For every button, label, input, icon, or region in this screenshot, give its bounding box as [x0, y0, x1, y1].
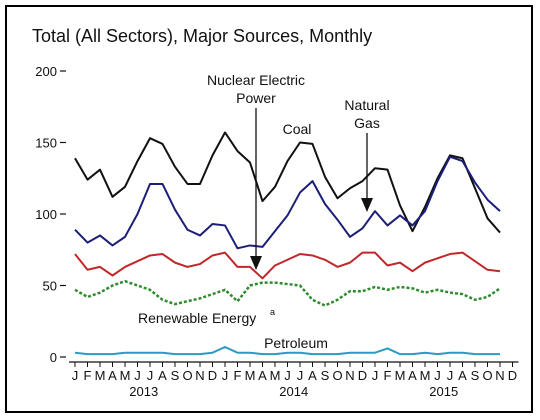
- y-tick-label: 200: [35, 64, 57, 79]
- x-month-label: S: [471, 368, 480, 383]
- x-month-label: N: [495, 368, 504, 383]
- x-month-label: O: [482, 368, 492, 383]
- x-month-label: M: [395, 368, 406, 383]
- series-line-coal: [74, 131, 501, 234]
- renewable-footnote-mark: a: [270, 307, 275, 317]
- x-month-label: F: [84, 368, 92, 383]
- x-year-label: 2014: [279, 384, 308, 399]
- y-tick-label: 0: [50, 350, 57, 365]
- x-month-label: M: [270, 368, 281, 383]
- x-month-label: J: [372, 368, 379, 383]
- gas-label-line2: Gas: [354, 115, 380, 131]
- x-month-label: J: [297, 368, 304, 383]
- y-tick-label: 150: [35, 136, 57, 151]
- x-month-label: S: [321, 368, 330, 383]
- x-month-label: A: [108, 368, 117, 383]
- y-axis: 0 50 100 150 200: [35, 64, 66, 365]
- series-line-renewable-energy: [74, 279, 501, 307]
- annotation-renewable: Renewable Energy a: [138, 307, 275, 326]
- x-month-label: A: [458, 368, 467, 383]
- x-month-label: A: [308, 368, 317, 383]
- series-line-natural-gas: [74, 155, 501, 250]
- coal-label: Coal: [283, 121, 312, 137]
- gas-label-line1: Natural: [344, 97, 389, 113]
- x-month-label: F: [384, 368, 392, 383]
- x-month-label: M: [120, 368, 131, 383]
- x-month-label: A: [258, 368, 267, 383]
- chart-title: Total (All Sectors), Major Sources, Mont…: [32, 26, 372, 46]
- x-month-label: J: [434, 368, 441, 383]
- x-month-label: J: [134, 368, 141, 383]
- x-month-label: M: [245, 368, 256, 383]
- series-lines: [74, 131, 501, 356]
- x-month-label: O: [332, 368, 342, 383]
- gas-arrow-head: [361, 198, 373, 212]
- x-month-label: D: [508, 368, 517, 383]
- y-tick-label: 100: [35, 207, 57, 222]
- annotation-gas: Natural Gas: [344, 97, 390, 212]
- x-month-label: D: [358, 368, 367, 383]
- x-month-label: J: [284, 368, 291, 383]
- series-line-nuclear-electric-power: [74, 251, 501, 280]
- x-month-label: J: [447, 368, 454, 383]
- renewable-label: Renewable Energy: [138, 310, 256, 326]
- x-axis: J F M A M J J A S O N D J F M A M J J A S O N D J F M A M J J A S O N D2013…: [69, 361, 519, 399]
- x-year-label: 2015: [429, 384, 458, 399]
- nuclear-arrow-head: [250, 256, 262, 270]
- x-month-label: N: [195, 368, 204, 383]
- x-month-label: M: [420, 368, 431, 383]
- x-month-label: O: [182, 368, 192, 383]
- annotation-nuclear: Nuclear Electric Power: [207, 72, 305, 270]
- nuclear-label-line1: Nuclear Electric: [207, 72, 305, 88]
- x-month-label: A: [408, 368, 417, 383]
- nuclear-label-line2: Power: [236, 90, 276, 106]
- chart-frame: [5, 5, 533, 413]
- x-month-label: J: [147, 368, 154, 383]
- x-month-label: D: [208, 368, 217, 383]
- y-tick-label: 50: [43, 279, 57, 294]
- x-month-label: N: [345, 368, 354, 383]
- x-month-label: M: [95, 368, 106, 383]
- x-month-label: F: [234, 368, 242, 383]
- series-line-petroleum: [74, 345, 500, 356]
- petroleum-label: Petroleum: [264, 335, 328, 351]
- x-month-label: A: [158, 368, 167, 383]
- annotations: Nuclear Electric Power Coal Natural Gas …: [138, 72, 390, 351]
- x-month-label: J: [222, 368, 229, 383]
- x-month-label: J: [72, 368, 79, 383]
- x-year-label: 2013: [129, 384, 158, 399]
- x-month-label: S: [171, 368, 180, 383]
